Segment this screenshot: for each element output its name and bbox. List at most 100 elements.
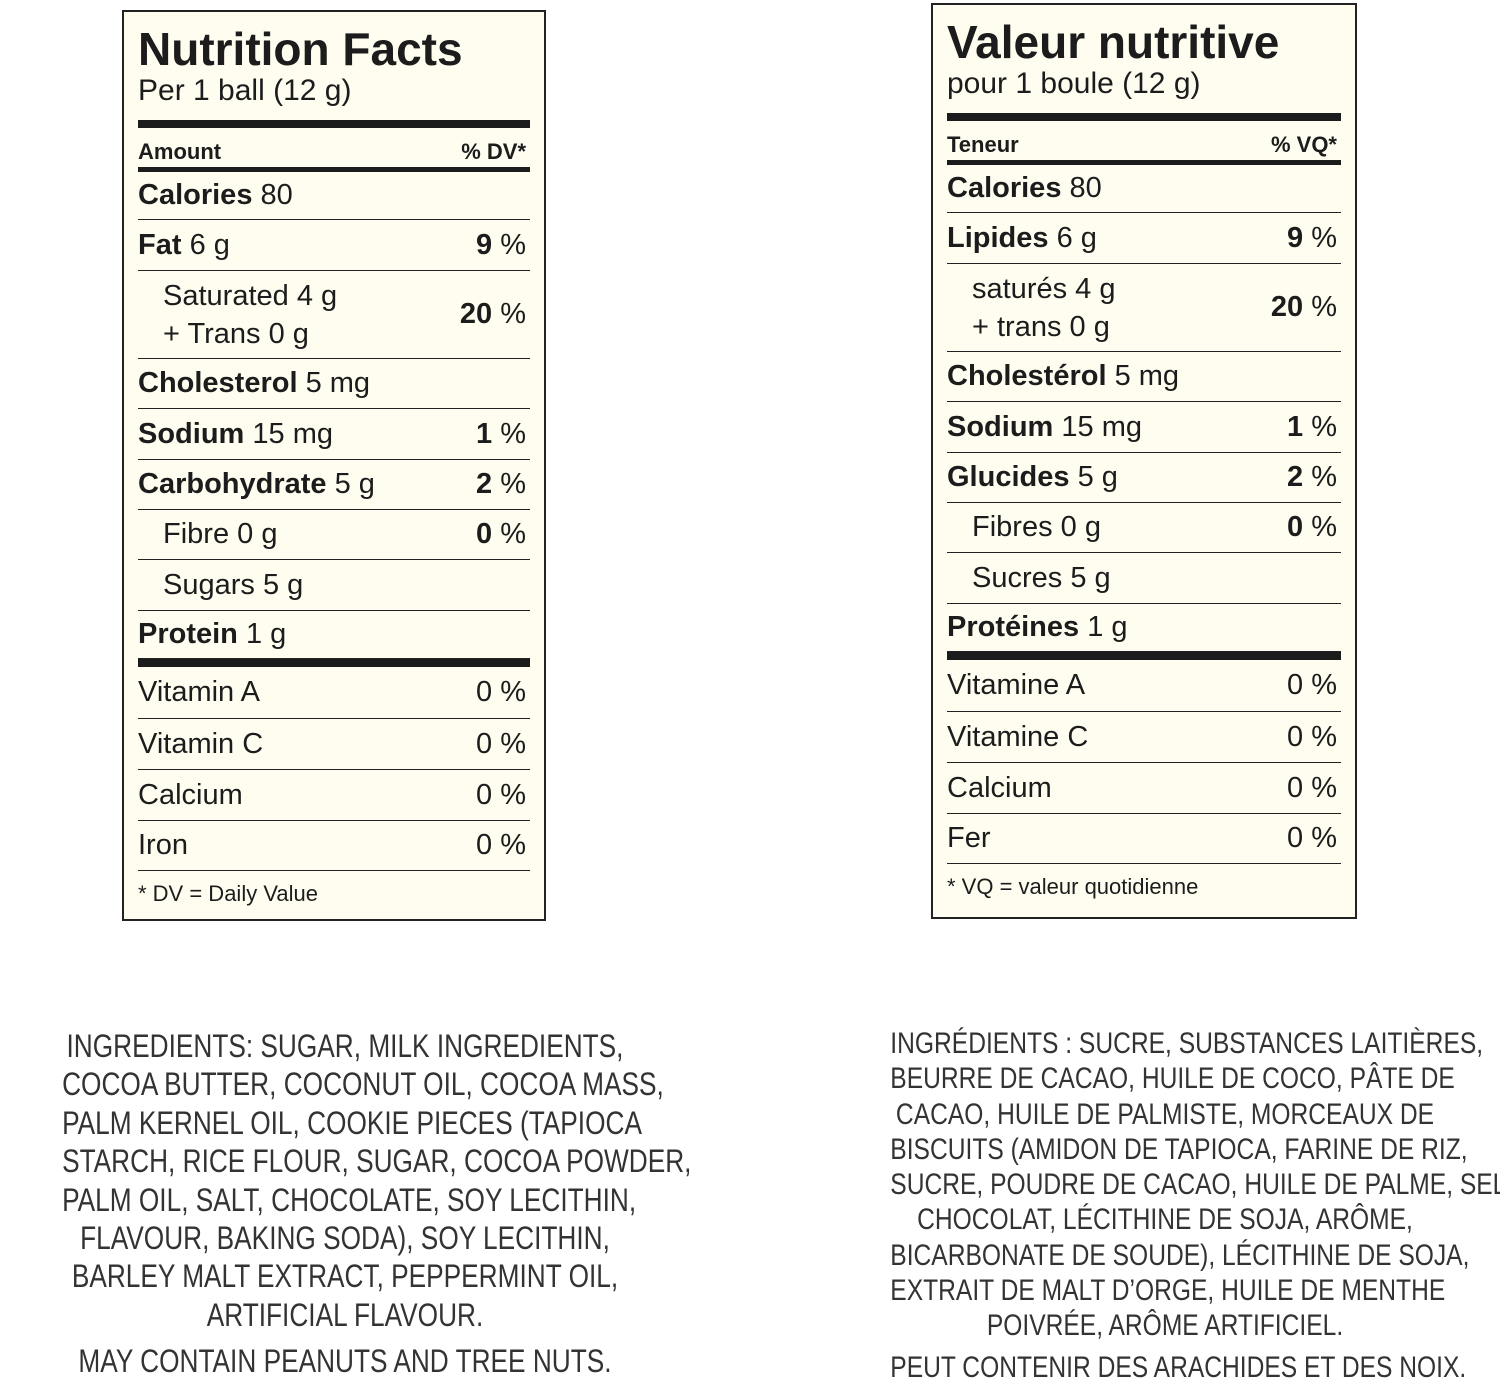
divider-medium <box>138 167 530 172</box>
daily-value: 9 % <box>476 229 526 262</box>
footnote: * DV = Daily Value <box>138 881 318 906</box>
column-header: Amount % DV* <box>138 128 530 167</box>
nutrient-name: Lipides <box>947 221 1049 254</box>
dv-percent: % <box>500 518 526 550</box>
nutrient-name: Vitamine A <box>947 669 1086 701</box>
nutrient-label: Sodium 15 mg <box>138 418 333 451</box>
nutrient-amount: 1 g <box>1087 611 1128 643</box>
ingredient-line: INGRÉDIENTS : SUCRE, SUBSTANCES LAITIÈRE… <box>890 1027 1484 1060</box>
nutrient-amount: 5 g <box>1077 461 1118 493</box>
nutrient-amount: 0 g <box>1060 511 1101 543</box>
dv-header: % VQ* <box>1270 132 1337 157</box>
nutrient-label: Glucides 5 g <box>947 461 1118 494</box>
nutrient-amount: 4 g <box>1075 272 1116 305</box>
nutrient-amount: 6 g <box>1056 221 1097 254</box>
ingredient-line: ARTIFICIAL FLAVOUR. <box>206 1296 484 1333</box>
dv-number: 0 <box>1287 822 1304 854</box>
ingredient-line: BARLEY MALT EXTRACT, PEPPERMINT OIL, <box>71 1258 619 1295</box>
dv-number: 1 <box>1287 410 1304 443</box>
column-header: Teneur % VQ* <box>947 121 1341 160</box>
dv-percent: % <box>1311 822 1337 854</box>
nutrient-row: Calories 80 <box>138 172 530 220</box>
nutrient-name: Calories <box>947 172 1062 204</box>
dv-percent: % <box>500 676 526 708</box>
daily-value: 0 % <box>476 518 526 551</box>
nutrient-name: + trans <box>972 310 1062 343</box>
nutrient-amount: 80 <box>1069 172 1102 204</box>
nutrient-row: Sucres 5 g <box>947 553 1341 604</box>
nutrient-row: Cholestérol 5 mg <box>947 352 1341 402</box>
nutrition-panel: Nutrition Facts Per 1 ball (12 g) Amount % … <box>122 10 546 921</box>
nutrition-panel: Valeur nutritive pour 1 boule (12 g) Teneu… <box>931 3 1357 919</box>
nutrient-row: Calories 80 <box>947 165 1341 213</box>
ingredient-line: CHOCOLAT, LÉCITHINE DE SOJA, ARÔME, <box>917 1203 1413 1237</box>
nutrient-row: Calcium 0 % <box>947 763 1341 814</box>
dv-percent: % <box>1311 291 1337 323</box>
nutrient-name: Sodium <box>138 417 245 450</box>
nutrient-row: Vitamine C 0 % <box>947 712 1341 763</box>
nutrient-row: Iron 0 % <box>138 821 530 871</box>
nutrient-label: Cholesterol 5 mg <box>138 367 370 400</box>
dv-number: 0 <box>476 518 493 550</box>
nutrient-name: + Trans <box>163 317 261 350</box>
ingredient-line: SUCRE, POUDRE DE CACAO, HUILE DE PALME, … <box>890 1168 1500 1202</box>
nutrient-label: saturés 4 g + trans 0 g <box>947 270 1116 346</box>
amount-header: Teneur <box>947 132 1019 157</box>
ingredient-line: COCOA BUTTER, COCONUT OIL, COCOA MASS, <box>62 1066 664 1103</box>
daily-value: 0 % <box>476 676 526 709</box>
nutrient-row: Glucides 5 g 2 % <box>947 453 1341 503</box>
dv-number: 2 <box>476 468 493 500</box>
dv-number: 1 <box>476 417 493 450</box>
nutrient-amount: 4 g <box>296 279 338 312</box>
nutrient-label: Fer <box>947 822 991 855</box>
nutrient-row: Sodium 15 mg 1 % <box>947 402 1341 453</box>
dv-percent: % <box>500 417 526 450</box>
divider-thick <box>138 120 530 128</box>
dv-number: 0 <box>476 829 493 861</box>
nutrient-amount: 1 g <box>245 618 287 650</box>
nutrient-name: Calcium <box>947 771 1052 804</box>
nutrient-name: Fat <box>138 228 182 261</box>
dv-number: 20 <box>459 298 493 330</box>
panel-title: Nutrition Facts <box>138 23 463 75</box>
nutrient-amount: 15 mg <box>252 417 334 450</box>
dv-percent: % <box>1311 410 1337 443</box>
nutrient-name: Protein <box>138 618 238 650</box>
dv-percent: % <box>1311 461 1337 493</box>
ingredient-line: PALM KERNEL OIL, COOKIE PIECES (TAPIOCA <box>62 1104 642 1141</box>
divider-thick <box>947 113 1341 121</box>
serving-size: Per 1 ball (12 g) <box>138 74 352 107</box>
daily-value: 0 % <box>476 829 526 862</box>
nutrient-name: Fibre <box>163 518 230 550</box>
nutrient-label: Carbohydrate 5 g <box>138 468 375 501</box>
dv-percent: % <box>500 727 526 760</box>
nutrient-amount: 80 <box>260 179 293 211</box>
nutrient-row: Fer 0 % <box>947 814 1341 864</box>
nutrient-amount: 5 mg <box>305 367 371 399</box>
nutrient-name: Calcium <box>138 778 243 811</box>
nutrient-amount: 0 g <box>237 518 278 550</box>
ingredient-line: FLAVOUR, BAKING SODA), SOY LECITHIN, <box>80 1220 610 1257</box>
nutrient-row: Sugars 5 g <box>138 560 530 611</box>
nutrient-row: saturés 4 g + trans 0 g 20 % <box>947 264 1341 352</box>
dv-number: 0 <box>1287 511 1304 543</box>
amount-header: Amount <box>138 139 222 164</box>
nutrient-row: Calcium 0 % <box>138 770 530 821</box>
nutrient-amount: 5 g <box>262 568 304 601</box>
nutrient-name: Carbohydrate <box>138 468 327 500</box>
nutrient-name: Cholestérol <box>947 360 1107 392</box>
ingredient-line: POIVRÉE, ARÔME ARTIFICIEL. <box>986 1309 1344 1343</box>
nutrient-row: Vitamin A 0 % <box>138 667 530 719</box>
nutrient-row: Vitamin C 0 % <box>138 719 530 770</box>
nutrient-label: Cholestérol 5 mg <box>947 360 1179 393</box>
nutrient-label: Fibre 0 g <box>138 518 277 551</box>
nutrient-label: Calcium <box>947 772 1052 805</box>
nutrient-label: Sucres 5 g <box>947 562 1111 595</box>
daily-value: 0 % <box>476 728 526 761</box>
dv-number: 0 <box>476 778 493 811</box>
nutrient-label: Sugars 5 g <box>138 569 303 602</box>
dv-number: 20 <box>1270 291 1304 323</box>
dv-number: 9 <box>476 228 493 261</box>
dv-percent: % <box>1311 771 1337 804</box>
nutrient-amount: 0 g <box>1069 310 1110 343</box>
